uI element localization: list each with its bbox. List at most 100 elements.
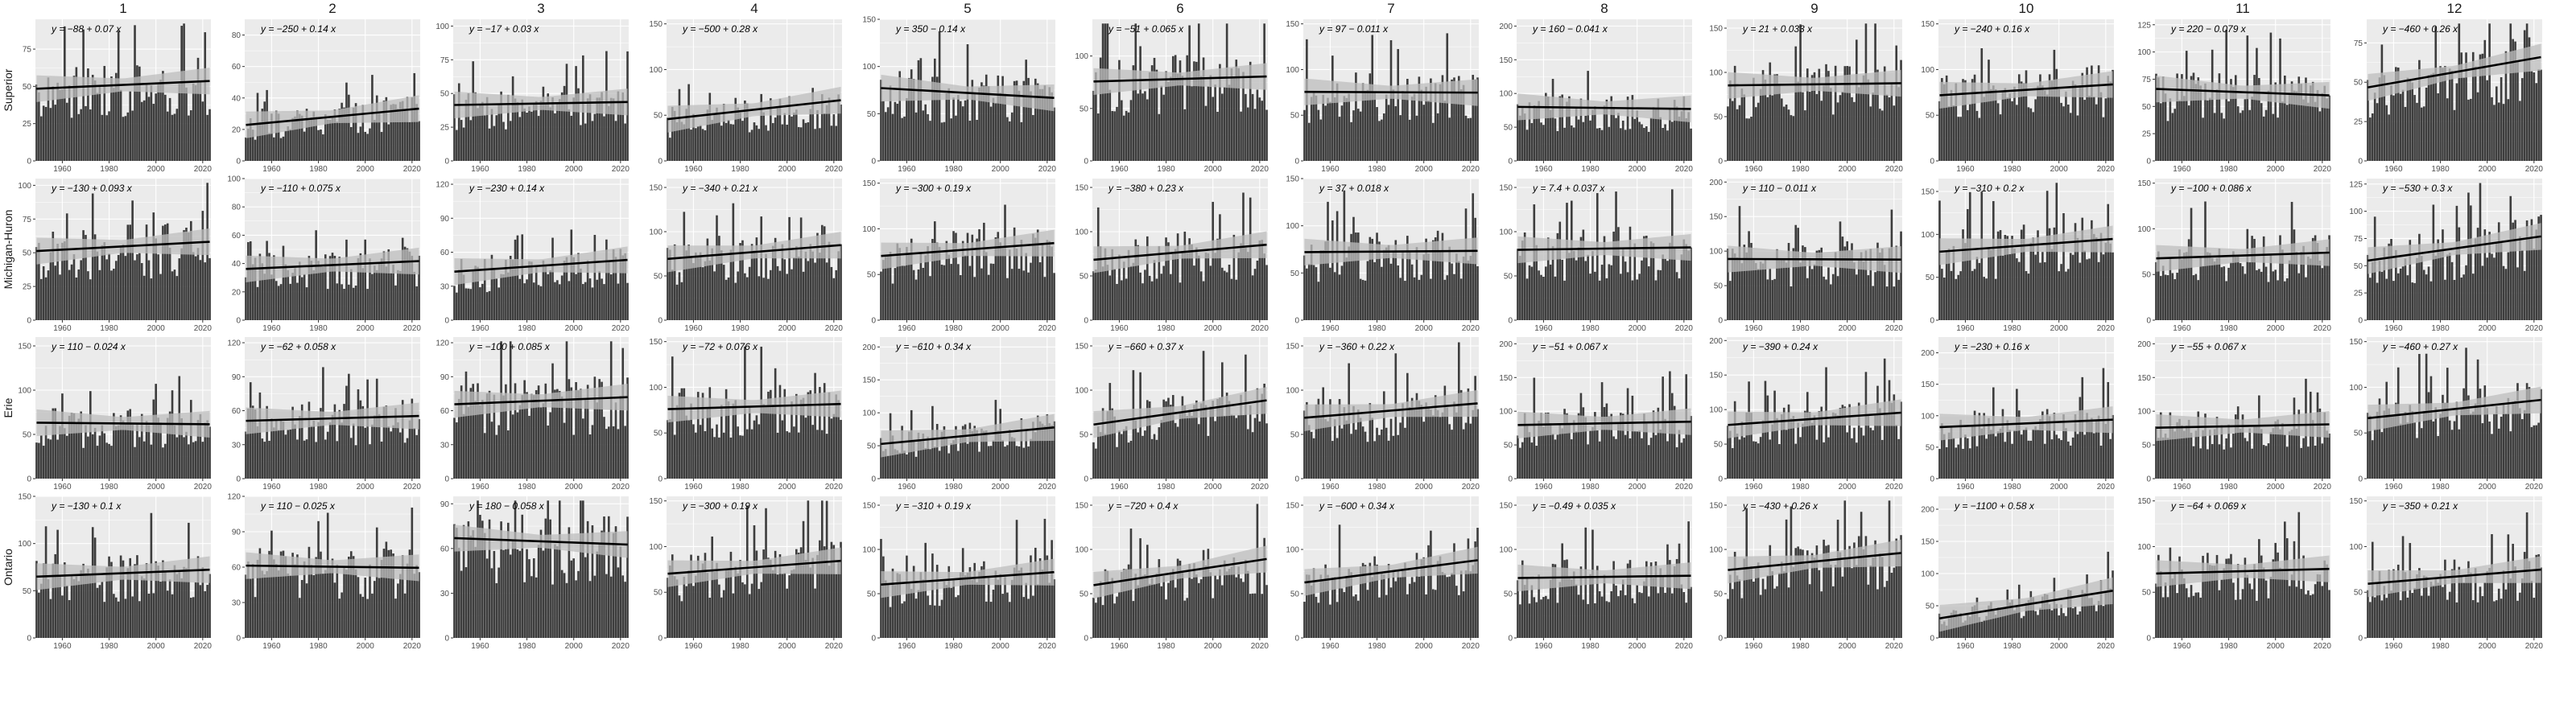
bar [1687,112,1690,161]
bar [2302,245,2305,320]
bar [1594,271,1596,320]
bar [1554,439,1557,479]
bar [2008,253,2011,320]
bar [809,244,812,320]
bar [2067,105,2070,161]
regression-equation: y = 350 − 0.14 x [895,23,966,35]
bar [1032,233,1034,320]
bar [298,416,301,479]
bar [77,269,80,320]
bar [1422,557,1426,638]
bar [1137,585,1139,638]
bar [2039,74,2041,161]
bar [1621,579,1624,638]
bar [2302,99,2305,161]
bar [1223,270,1226,320]
bar [1546,237,1550,320]
bar [1148,72,1151,161]
bar [194,256,197,320]
bar [2367,254,2369,320]
y-tick-label: 100 [18,387,31,396]
bar [2041,411,2044,479]
y-tick-label: 100 [1921,66,1934,75]
bar [966,443,969,479]
bar [477,500,479,638]
bar [1459,89,1463,161]
bar [1361,426,1364,479]
bar [1134,239,1137,320]
y-tick-label: 150 [1286,343,1299,352]
bar [1425,86,1427,161]
regression-equation: y = −230 + 0.14 x [469,183,545,194]
bar [580,389,582,479]
bar [1554,276,1557,320]
bar [474,546,477,638]
bar [530,393,533,479]
bar [673,576,676,638]
bar [1818,249,1821,320]
bar [1170,274,1172,320]
bar [1978,617,1981,638]
bar [2207,252,2209,320]
bar [2525,23,2529,162]
bar [825,262,828,320]
bar [950,587,952,638]
bar [371,424,374,479]
bar [1596,566,1599,638]
bar [1860,252,1863,320]
bar [2323,412,2326,479]
bar [145,224,148,320]
bar [2256,47,2258,161]
y-tick-label: 150 [1709,25,1723,34]
bar [2194,274,2198,320]
bar [1141,575,1144,638]
bar [1959,117,1962,161]
y-tick-label: 60 [440,249,450,257]
bar [1879,408,1881,479]
bar [469,535,473,638]
bar [1778,573,1781,638]
bar [1331,220,1334,320]
bar [1797,546,1799,638]
bar [2004,608,2007,638]
bar [1556,603,1559,638]
bar [1441,571,1444,638]
bar [199,585,202,638]
bar [1626,563,1629,638]
bar [343,289,345,320]
regression-equation: y = 97 − 0.011 x [1319,23,1389,35]
bar [1825,64,1827,161]
bar [1785,262,1788,320]
bar [1610,265,1613,320]
bar [415,434,418,479]
bar [1957,117,1960,161]
bar [722,590,725,638]
bar [1469,423,1472,479]
bar [835,269,838,320]
trend-line [1728,82,1901,87]
bar [2448,253,2451,320]
bar [1967,208,1969,320]
bar [748,132,751,161]
bar [145,83,148,161]
bar [624,426,626,479]
bar [530,261,533,320]
bar [2067,441,2070,479]
bar [418,572,420,638]
bar [1947,249,1951,320]
bar [1443,574,1447,638]
bar [2069,113,2072,161]
bar [2161,76,2165,161]
bar [1641,438,1643,479]
y-tick-label: 50 [1926,112,1935,121]
bar [1525,426,1529,479]
bar [166,111,169,161]
bar [945,437,948,479]
bar [2380,432,2384,479]
bar [1165,71,1167,161]
bar [819,540,821,638]
bar [2258,395,2260,479]
x-tick-label: 2020 [403,483,422,492]
